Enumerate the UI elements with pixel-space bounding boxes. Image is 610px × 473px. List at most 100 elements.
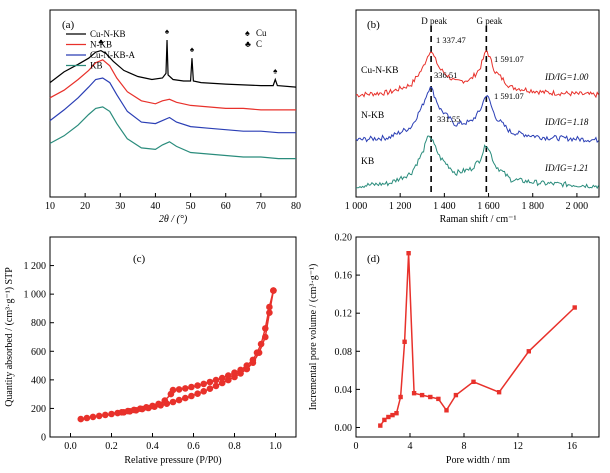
data-point — [225, 372, 232, 379]
x-tick-label: 0.0 — [64, 441, 77, 452]
data-point — [182, 394, 189, 402]
panel-d-series — [378, 251, 577, 428]
data-point — [175, 386, 183, 393]
series-label: N-KB — [361, 111, 384, 121]
peak-marker: ♠ — [165, 27, 170, 36]
y-tick-label: 0.08 — [335, 347, 353, 358]
y-tick-label: 0.12 — [335, 309, 353, 320]
series-line-3 — [49, 106, 296, 160]
data-point — [143, 404, 150, 411]
ratio-label: ID/IG=1.21 — [544, 163, 588, 173]
x-tick-label: 0.4 — [146, 441, 159, 452]
data-point — [436, 396, 441, 402]
y-tick-label: 0.16 — [335, 271, 353, 282]
data-point — [394, 411, 399, 416]
x-tick-label: 60 — [221, 201, 231, 212]
data-point — [155, 400, 162, 408]
panel-a: (a) 10 20 30 40 50 60 70 80 Cu-N-KBN-KBCu-N-KB-… — [45, 9, 301, 225]
data-point — [249, 356, 257, 364]
y-tick-label: 400 — [31, 375, 46, 386]
y-tick-label: 200 — [31, 404, 46, 415]
data-point — [253, 349, 261, 357]
panel-d-xlabel: Pore width / nm — [446, 455, 510, 466]
legend-label: N-KB — [90, 40, 112, 50]
marker-legend-symbol: ♠ — [245, 28, 250, 38]
marker-legend-label: Cu — [256, 28, 267, 38]
series-line-1 — [49, 59, 296, 111]
data-point — [419, 392, 425, 398]
panel-b-xticks: 1 000 1 200 1 400 1 600 1 800 2 000 — [345, 193, 588, 212]
panel-a-xticks: 10 20 30 40 50 60 70 80 — [45, 193, 301, 212]
panel-a-xlabel: 2θ / (°) — [159, 214, 188, 225]
data-point — [257, 340, 265, 348]
data-point — [194, 382, 201, 389]
y-tick-label: 0.04 — [335, 385, 353, 396]
panel-a-label: (a) — [62, 19, 75, 31]
panel-b: (b) 1 000 1 200 1 400 1 600 1 800 2 000 D pea… — [345, 9, 600, 225]
x-tick-label: 1 000 — [345, 201, 368, 212]
panel-d-ylabel: Incremental pore volume / (cm³·g⁻¹) — [308, 264, 319, 411]
legend-label: Cu-N-KB-A — [90, 50, 135, 60]
peak-marker: ♠ — [273, 67, 278, 76]
panel-b-reference-lines: D peak G peak — [421, 16, 503, 193]
series-line-2 — [355, 135, 600, 190]
data-point — [444, 408, 449, 413]
series-line-0 — [49, 39, 297, 88]
peak-marker: ♣ — [98, 38, 104, 47]
x-tick-label: 4 — [408, 441, 413, 452]
panel-b-xlabel: Raman shift / cm⁻¹ — [440, 214, 517, 225]
data-point — [206, 385, 214, 393]
x-tick-label: 10 — [45, 201, 55, 212]
peak-marker: ♠ — [190, 45, 195, 54]
data-point — [124, 407, 132, 415]
data-point — [188, 383, 195, 391]
peak-label: 1 591.07 — [494, 54, 524, 64]
y-tick-label: 1 000 — [24, 290, 47, 301]
data-point — [102, 411, 109, 419]
x-tick-label: 70 — [256, 201, 266, 212]
panel-a-series — [49, 39, 297, 160]
data-point — [130, 406, 138, 414]
panel-d-ticks: 0 4 8 12 16 0.00 0.04 0.08 0.12 0.16 0.20 — [335, 233, 578, 453]
data-point — [108, 410, 115, 418]
x-tick-label: 1 800 — [521, 201, 544, 212]
y-tick-label: 0 — [41, 433, 46, 444]
data-point — [270, 287, 277, 294]
marker-legend-label: C — [256, 39, 262, 49]
data-point — [188, 392, 195, 400]
data-point — [390, 412, 395, 418]
data-point — [95, 412, 103, 420]
reference-line-label: G peak — [476, 16, 502, 26]
data-point — [200, 380, 207, 388]
legend-label: KB — [90, 61, 103, 71]
data-point — [402, 339, 407, 344]
x-tick-label: 0 — [354, 441, 359, 452]
data-point — [212, 376, 220, 384]
data-point — [386, 414, 391, 420]
data-point — [77, 415, 85, 423]
data-point — [212, 382, 220, 390]
x-tick-label: 1.0 — [269, 441, 282, 452]
panel-c: (c) 0.0 0.2 0.4 0.6 0.8 1.0 0 200 400 600 800 1 000… — [4, 236, 297, 466]
x-tick-label: 12 — [513, 441, 523, 452]
data-point — [206, 378, 214, 386]
x-tick-label: 40 — [150, 201, 160, 212]
data-point — [572, 305, 577, 310]
x-tick-label: 0.2 — [105, 441, 118, 452]
data-point — [406, 251, 411, 256]
data-point — [169, 398, 177, 406]
data-point — [398, 394, 403, 400]
x-tick-label: 20 — [80, 201, 90, 212]
panel-d-label: (d) — [367, 253, 380, 265]
x-tick-label: 1 200 — [389, 201, 412, 212]
ratio-label: ID/IG=1.00 — [544, 72, 589, 82]
y-tick-label: 0.20 — [335, 233, 353, 244]
data-point — [218, 374, 226, 382]
ratio-label: ID/IG=1.18 — [544, 117, 589, 127]
peak-label: 1 337.47 — [436, 35, 466, 45]
data-point — [136, 405, 144, 413]
data-point — [382, 417, 387, 423]
x-tick-label: 0.6 — [187, 441, 200, 452]
